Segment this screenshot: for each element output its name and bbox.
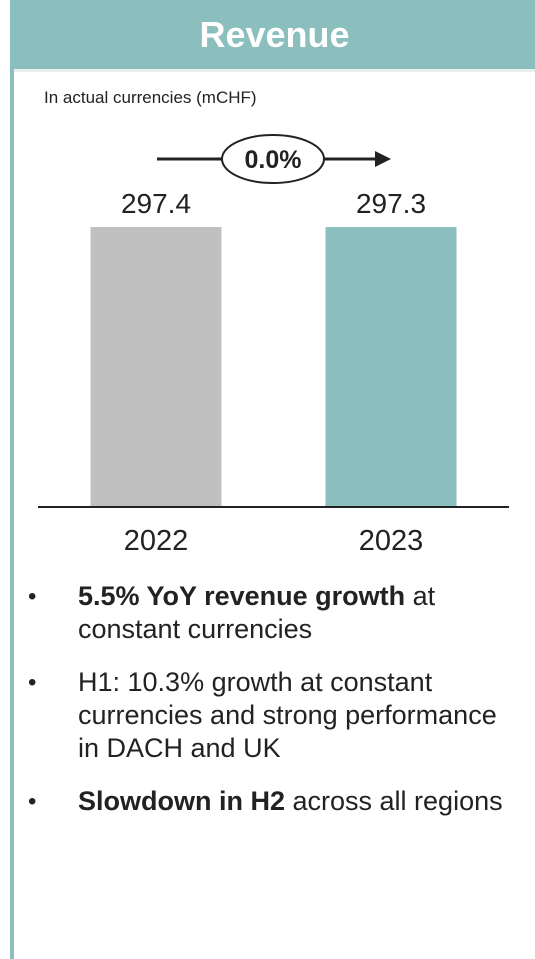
- bullet-bold-text: 5.5% YoY revenue growth: [78, 581, 406, 611]
- category-label-2022: 2022: [124, 525, 189, 557]
- panel-title: Revenue: [199, 13, 350, 55]
- bullet-item: Slowdown in H2 across all regions: [20, 785, 520, 818]
- bullet-item: 5.5% YoY revenue growth at constant curr…: [20, 580, 520, 646]
- revenue-panel: Revenue In actual currencies (mCHF): [10, 0, 535, 959]
- bar-2022: [90, 227, 222, 507]
- category-label-2023: 2023: [359, 525, 424, 557]
- bullet-text: H1: 10.3% growth at constant currencies …: [78, 667, 497, 763]
- chart-subtitle: In actual currencies (mCHF): [44, 88, 257, 107]
- bullet-item: H1: 10.3% growth at constant currencies …: [20, 666, 520, 765]
- value-label-2023: 297.3: [356, 188, 426, 219]
- bullet-bold-text: Slowdown in H2: [78, 786, 285, 816]
- bullet-list: 5.5% YoY revenue growth at constant curr…: [20, 580, 520, 838]
- bullet-text: at constant currencies: [78, 581, 436, 644]
- bars-layer: 297.4 2022 297.3 2023: [90, 188, 457, 557]
- value-label-2022: 297.4: [121, 188, 191, 219]
- growth-arrow-head: [375, 151, 391, 167]
- bar-2023: [325, 227, 457, 507]
- panel-header: Revenue: [14, 0, 535, 72]
- growth-ellipse: [221, 134, 325, 184]
- bullet-text: across all regions: [285, 786, 503, 816]
- growth-annotation: 0.0%: [157, 134, 391, 184]
- revenue-bar-chart: 0.0% 297.4 2022 297.3 2023: [38, 134, 509, 557]
- growth-label: 0.0%: [245, 146, 302, 174]
